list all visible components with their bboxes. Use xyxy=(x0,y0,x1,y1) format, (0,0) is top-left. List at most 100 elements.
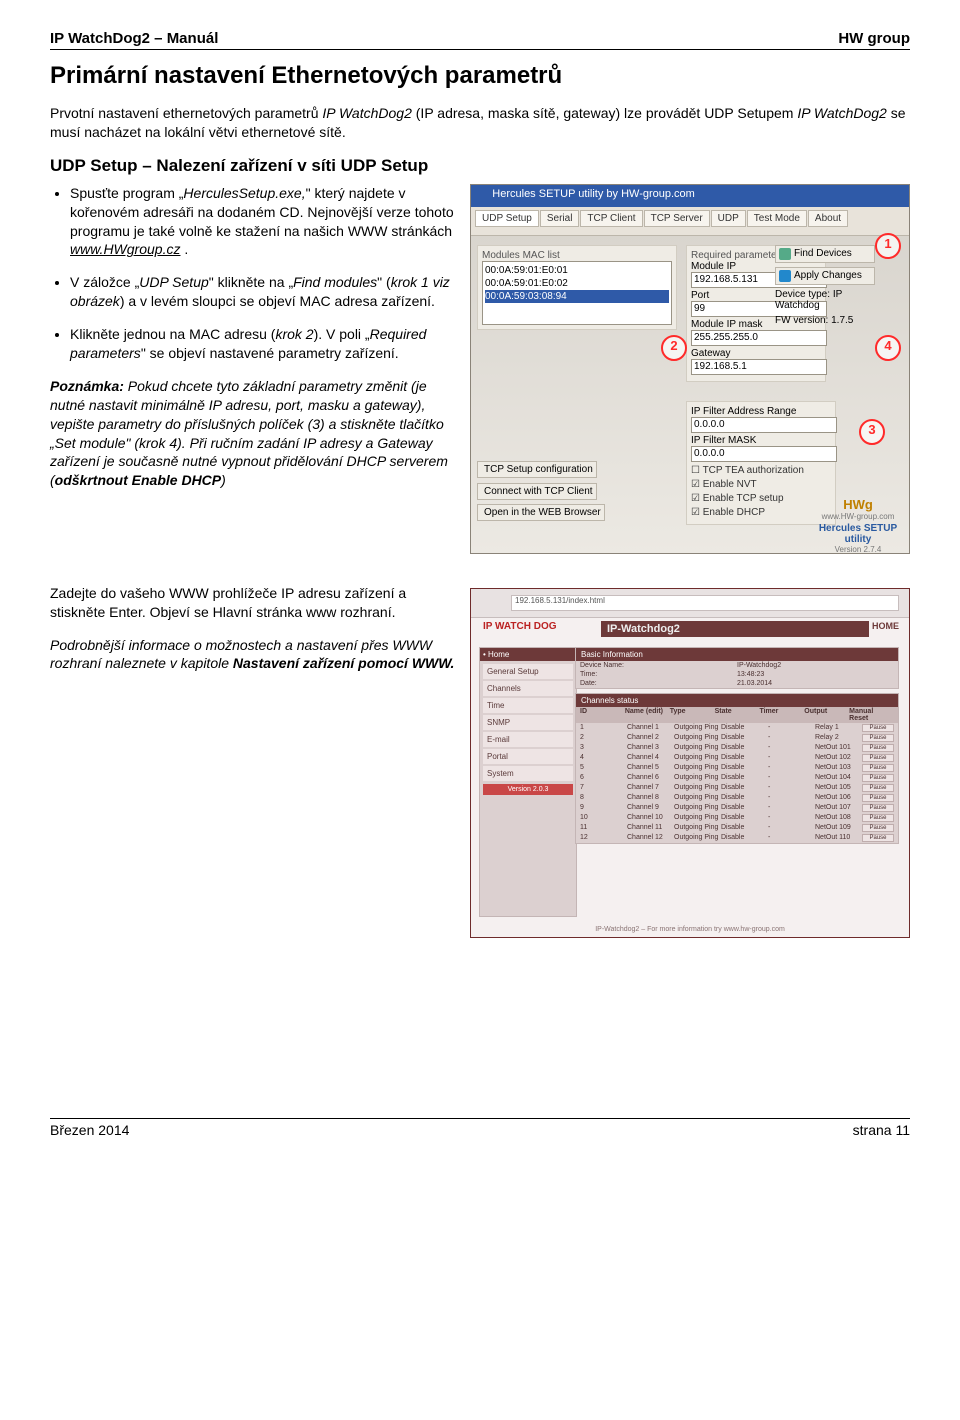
fw-version: FW version: 1.7.5 xyxy=(775,315,875,326)
pause-button[interactable]: Pause xyxy=(862,814,894,822)
col: State xyxy=(715,708,760,722)
sec2-p1: Zadejte do vašeho WWW prohlížeče IP adre… xyxy=(50,584,456,622)
ch-cell: - xyxy=(768,794,815,802)
ch-cell: Outgoing Ping xyxy=(674,794,721,802)
field-label: Gateway xyxy=(691,348,730,359)
ch-cell: - xyxy=(768,824,815,832)
tab[interactable]: TCP Server xyxy=(644,210,710,227)
side-item[interactable]: Channels xyxy=(483,681,573,696)
pause-button[interactable]: Pause xyxy=(862,764,894,772)
pause-button[interactable]: Pause xyxy=(862,774,894,782)
ch-cell: Outgoing Ping xyxy=(674,744,721,752)
open-web-button[interactable]: Open in the WEB Browser xyxy=(477,504,605,521)
ch-cell: NetOut 107 xyxy=(815,804,862,812)
callout-3: 3 xyxy=(859,419,885,445)
ch-cell: 4 xyxy=(580,754,627,762)
side-item[interactable]: Time xyxy=(483,698,573,713)
side-item[interactable]: General Setup xyxy=(483,664,573,679)
btn-label: TCP Setup configuration xyxy=(484,464,593,475)
win-title-text: Hercules SETUP utility by HW-group.com xyxy=(492,188,695,200)
mac-item[interactable]: 00:0A:59:01:E0:01 xyxy=(485,264,669,277)
pause-button[interactable]: Pause xyxy=(862,794,894,802)
footer-right: strana 11 xyxy=(853,1122,910,1138)
home-link[interactable]: HOME xyxy=(872,621,899,631)
tcp-connect-button[interactable]: Connect with TCP Client xyxy=(477,483,597,500)
panel-hdr: Basic Information xyxy=(576,648,898,661)
ch-cell: - xyxy=(768,804,815,812)
pause-button[interactable]: Pause xyxy=(862,724,894,732)
ch-row: 1Channel 1Outgoing PingDisable-Relay 1Pa… xyxy=(576,723,898,733)
callout-2: 2 xyxy=(661,335,687,361)
ch-cell: Disable xyxy=(721,834,768,842)
b1b: HerculesSetup.exe, xyxy=(183,185,305,201)
tab[interactable]: Serial xyxy=(540,210,580,227)
ch-cell: Channel 8 xyxy=(627,794,674,802)
pause-button[interactable]: Pause xyxy=(862,824,894,832)
pause-button[interactable]: Pause xyxy=(862,834,894,842)
ch-row: 12Channel 12Outgoing PingDisable-NetOut … xyxy=(576,833,898,843)
pause-button[interactable]: Pause xyxy=(862,804,894,812)
info-v: 21.03.2014 xyxy=(737,680,894,687)
apply-changes-button[interactable]: Apply Changes xyxy=(775,267,875,285)
ch-cell: 11 xyxy=(580,824,627,832)
range-label: IP Filter Address Range xyxy=(691,406,796,417)
gateway-input[interactable] xyxy=(691,359,827,375)
b1d: www.HWgroup.cz xyxy=(70,241,180,257)
ch-cell: Channel 2 xyxy=(627,734,674,742)
tab[interactable]: Test Mode xyxy=(747,210,807,227)
ch-row: 10Channel 10Outgoing PingDisable-NetOut … xyxy=(576,813,898,823)
b1a: Spusťte program „ xyxy=(70,185,183,201)
ch-cell: 3 xyxy=(580,744,627,752)
ch-cell: Outgoing Ping xyxy=(674,834,721,842)
pause-button[interactable]: Pause xyxy=(862,734,894,742)
logo-brand: HWg xyxy=(813,497,903,512)
tab[interactable]: TCP Client xyxy=(580,210,642,227)
intro-text: Prvotní nastavení ethernetových parametr… xyxy=(50,105,322,121)
right-buttons: Find Devices Apply Changes Device type: … xyxy=(775,245,875,326)
ch-cell: Outgoing Ping xyxy=(674,724,721,732)
ch-cell: Channel 12 xyxy=(627,834,674,842)
side-item[interactable]: System xyxy=(483,766,573,781)
page-title: Primární nastavení Ethernetových paramet… xyxy=(50,62,910,90)
side-item[interactable]: Portal xyxy=(483,749,573,764)
ch-row: 6Channel 6Outgoing PingDisable-NetOut 10… xyxy=(576,773,898,783)
mask-input[interactable] xyxy=(691,330,827,346)
ch-cell: NetOut 108 xyxy=(815,814,862,822)
b2b: UDP Setup xyxy=(139,274,209,290)
side-version: Version 2.0.3 xyxy=(483,784,573,795)
ch-cell: Disable xyxy=(721,824,768,832)
side-item[interactable]: SNMP xyxy=(483,715,573,730)
pause-button[interactable]: Pause xyxy=(862,744,894,752)
col: Manual Reset xyxy=(849,708,894,722)
mac-item[interactable]: 00:0A:59:01:E0:02 xyxy=(485,277,669,290)
pause-button[interactable]: Pause xyxy=(862,784,894,792)
ch-cell: Outgoing Ping xyxy=(674,784,721,792)
range-from-input[interactable] xyxy=(691,417,837,433)
side-hdr[interactable]: • Home xyxy=(480,648,576,661)
section-heading: UDP Setup – Nalezení zařízení v síti UDP… xyxy=(50,156,910,176)
tab[interactable]: UDP Setup xyxy=(475,210,539,227)
side-item[interactable]: E-mail xyxy=(483,732,573,747)
pause-button[interactable]: Pause xyxy=(862,754,894,762)
b3b: krok 2 xyxy=(275,326,313,342)
tcp-setup-button[interactable]: TCP Setup configuration xyxy=(477,461,597,478)
note-paragraph: Poznámka: Pokud chcete tyto základní par… xyxy=(50,377,456,490)
tab-bar: UDP SetupSerialTCP ClientTCP ServerUDPTe… xyxy=(471,207,909,236)
ch-cell: 5 xyxy=(580,764,627,772)
mac-list[interactable]: 00:0A:59:01:E0:01 00:0A:59:01:E0:02 00:0… xyxy=(482,261,672,325)
ch-cell: Channel 9 xyxy=(627,804,674,812)
tab[interactable]: About xyxy=(808,210,848,227)
fwver-label: FW version: xyxy=(775,315,828,326)
mac-item-selected[interactable]: 00:0A:59:03:08:94 xyxy=(485,290,669,303)
ch-cell: Disable xyxy=(721,784,768,792)
tab[interactable]: UDP xyxy=(711,210,746,227)
address-bar[interactable]: 192.168.5.131/index.html xyxy=(511,595,899,611)
ch-cell: - xyxy=(768,814,815,822)
ch-cell: - xyxy=(768,724,815,732)
ch-cell: 6 xyxy=(580,774,627,782)
find-devices-button[interactable]: Find Devices xyxy=(775,245,875,263)
panel-hdr: Channels status xyxy=(576,694,898,707)
btn-label: Connect with TCP Client xyxy=(484,486,593,497)
ch-cell: - xyxy=(768,834,815,842)
info-k: Time: xyxy=(580,671,737,678)
